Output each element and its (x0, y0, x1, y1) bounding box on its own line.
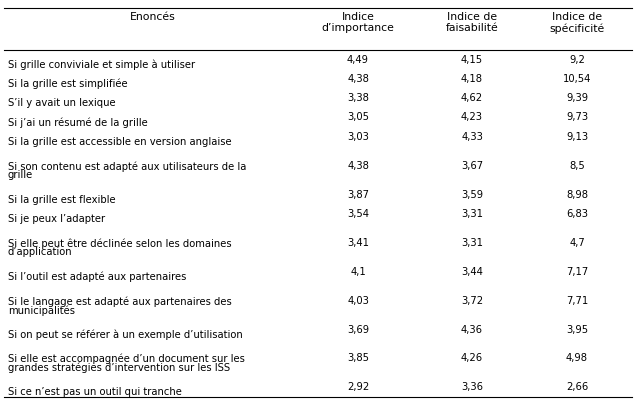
Text: 4,98: 4,98 (566, 353, 588, 363)
Text: 3,36: 3,36 (461, 383, 483, 392)
Text: spécificité: spécificité (550, 23, 605, 34)
Text: 4,49: 4,49 (347, 55, 369, 65)
Text: 3,85: 3,85 (347, 353, 369, 363)
Text: 3,03: 3,03 (347, 132, 369, 142)
Text: Si on peut se référer à un exemple d’utilisation: Si on peut se référer à un exemple d’uti… (8, 330, 243, 340)
Text: 4,33: 4,33 (461, 132, 483, 142)
Text: Si la grille est accessible en version anglaise: Si la grille est accessible en version a… (8, 137, 232, 147)
Text: grille: grille (8, 170, 33, 180)
Text: 3,67: 3,67 (461, 161, 483, 171)
Text: 4,36: 4,36 (461, 324, 483, 334)
Text: 4,26: 4,26 (461, 353, 483, 363)
Text: Enoncés: Enoncés (130, 12, 176, 22)
Text: 6,83: 6,83 (566, 209, 588, 219)
Text: 3,38: 3,38 (347, 93, 369, 103)
Text: 3,31: 3,31 (461, 209, 483, 219)
Text: Indice: Indice (342, 12, 375, 22)
Text: 3,05: 3,05 (347, 112, 369, 122)
Text: Indice de: Indice de (552, 12, 602, 22)
Text: 3,95: 3,95 (566, 324, 588, 334)
Text: Si ce n’est pas un outil qui tranche: Si ce n’est pas un outil qui tranche (8, 387, 182, 397)
Text: 9,13: 9,13 (566, 132, 588, 142)
Text: S’il y avait un lexique: S’il y avait un lexique (8, 98, 116, 108)
Text: Si le langage est adapté aux partenaires des: Si le langage est adapté aux partenaires… (8, 296, 232, 307)
Text: 3,41: 3,41 (347, 238, 369, 248)
Text: Si grille conviviale et simple à utiliser: Si grille conviviale et simple à utilise… (8, 60, 195, 70)
Text: 4,18: 4,18 (461, 74, 483, 84)
Text: d’importance: d’importance (322, 23, 394, 33)
Text: 3,69: 3,69 (347, 324, 369, 334)
Text: 4,1: 4,1 (350, 267, 366, 277)
Text: 3,31: 3,31 (461, 238, 483, 248)
Text: Si son contenu est adapté aux utilisateurs de la: Si son contenu est adapté aux utilisateu… (8, 161, 246, 172)
Text: 8,98: 8,98 (566, 190, 588, 200)
Text: 4,23: 4,23 (461, 112, 483, 122)
Text: Si elle peut être déclinée selon les domaines: Si elle peut être déclinée selon les dom… (8, 238, 232, 249)
Text: 9,73: 9,73 (566, 112, 588, 122)
Text: 4,7: 4,7 (569, 238, 585, 248)
Text: 8,5: 8,5 (569, 161, 585, 171)
Text: municipalités: municipalités (8, 305, 75, 316)
Text: 7,71: 7,71 (566, 296, 588, 306)
Text: faisabilité: faisabilité (446, 23, 499, 33)
Text: grandes stratégies d’intervention sur les ISS: grandes stratégies d’intervention sur le… (8, 363, 230, 373)
Text: Si la grille est simplifiée: Si la grille est simplifiée (8, 79, 128, 89)
Text: 3,44: 3,44 (461, 267, 483, 277)
Text: 10,54: 10,54 (563, 74, 591, 84)
Text: 9,39: 9,39 (566, 93, 588, 103)
Text: 3,87: 3,87 (347, 190, 369, 200)
Text: 4,38: 4,38 (347, 161, 369, 171)
Text: Si l’outil est adapté aux partenaires: Si l’outil est adapté aux partenaires (8, 272, 186, 282)
Text: Si elle est accompagnée d’un document sur les: Si elle est accompagnée d’un document su… (8, 354, 245, 365)
Text: 2,66: 2,66 (566, 383, 588, 392)
Text: 4,62: 4,62 (461, 93, 483, 103)
Text: 3,72: 3,72 (461, 296, 483, 306)
Text: 4,03: 4,03 (347, 296, 369, 306)
Text: Si la grille est flexible: Si la grille est flexible (8, 194, 116, 205)
Text: Si j’ai un résumé de la grille: Si j’ai un résumé de la grille (8, 117, 148, 128)
Text: d’application: d’application (8, 247, 73, 257)
Text: Si je peux l’adapter: Si je peux l’adapter (8, 214, 105, 224)
Text: 7,17: 7,17 (566, 267, 588, 277)
Text: 4,15: 4,15 (461, 55, 483, 65)
Text: Indice de: Indice de (447, 12, 497, 22)
Text: 2,92: 2,92 (347, 383, 369, 392)
Text: 9,2: 9,2 (569, 55, 585, 65)
Text: 3,59: 3,59 (461, 190, 483, 200)
Text: 4,38: 4,38 (347, 74, 369, 84)
Text: 3,54: 3,54 (347, 209, 369, 219)
